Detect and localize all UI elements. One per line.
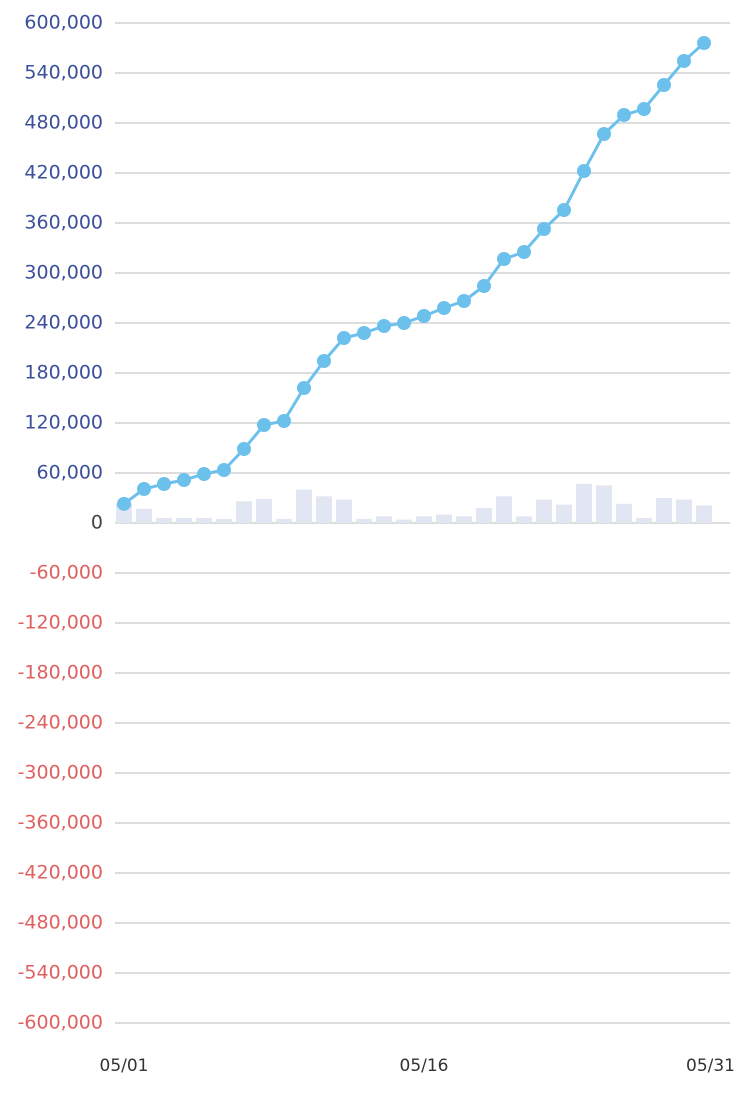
bar xyxy=(356,518,372,523)
bar xyxy=(556,504,572,523)
y-tick-label: -240,000 xyxy=(18,712,103,734)
y-tick-label: 0 xyxy=(91,512,103,534)
y-tick-label: -300,000 xyxy=(18,762,103,784)
point xyxy=(157,477,171,491)
bar xyxy=(416,516,432,523)
bar xyxy=(156,518,172,523)
point xyxy=(697,36,711,50)
point xyxy=(457,294,471,308)
bar xyxy=(576,483,592,523)
point xyxy=(537,222,551,236)
point xyxy=(497,252,511,266)
point xyxy=(137,482,151,496)
y-tick-label: 180,000 xyxy=(24,362,103,384)
bar xyxy=(236,501,252,523)
y-tick-label: -180,000 xyxy=(18,662,103,684)
y-tick-label: 120,000 xyxy=(24,412,103,434)
y-tick-label: 540,000 xyxy=(24,62,103,84)
point xyxy=(377,319,391,333)
bar xyxy=(536,499,552,523)
bar xyxy=(676,499,692,523)
y-tick-label: 360,000 xyxy=(24,212,103,234)
point xyxy=(277,414,291,428)
point xyxy=(117,496,131,511)
y-tick-label: -480,000 xyxy=(18,912,103,934)
y-tick-label: 60,000 xyxy=(37,462,103,484)
bar xyxy=(396,519,412,523)
y-tick-label: 420,000 xyxy=(24,162,103,184)
point xyxy=(197,467,211,481)
point xyxy=(177,473,191,487)
point xyxy=(397,316,411,330)
bar xyxy=(256,498,272,523)
bar xyxy=(496,496,512,523)
point xyxy=(237,442,251,456)
y-tick-label: -600,000 xyxy=(18,1012,103,1034)
bar xyxy=(636,518,652,523)
bar xyxy=(316,496,332,523)
x-tick-label: 05/31 xyxy=(686,1056,735,1076)
point xyxy=(317,354,331,368)
y-tick-label: -420,000 xyxy=(18,862,103,884)
y-tick-label: 480,000 xyxy=(24,112,103,134)
point xyxy=(517,245,531,259)
point xyxy=(557,203,571,217)
bar xyxy=(376,516,392,523)
bar xyxy=(696,505,712,523)
y-tick-label: 600,000 xyxy=(24,12,103,34)
y-tick-label: 300,000 xyxy=(24,262,103,284)
point xyxy=(257,418,271,432)
point xyxy=(297,381,311,395)
point xyxy=(417,309,431,323)
point xyxy=(617,108,631,122)
point xyxy=(337,331,351,345)
bar xyxy=(276,518,292,523)
bar xyxy=(476,508,492,523)
bar xyxy=(456,516,472,523)
bar xyxy=(336,499,352,523)
y-tick-label: -540,000 xyxy=(18,962,103,984)
y-tick-label: -60,000 xyxy=(30,562,103,584)
bar xyxy=(176,518,192,523)
point xyxy=(477,279,491,293)
y-tick-label: 240,000 xyxy=(24,312,103,334)
point xyxy=(357,326,371,340)
point xyxy=(657,78,671,92)
point xyxy=(217,463,231,477)
bar xyxy=(596,485,612,523)
y-tick-label: -120,000 xyxy=(18,612,103,634)
point xyxy=(637,102,651,116)
bar xyxy=(516,516,532,523)
point xyxy=(677,54,691,68)
bar xyxy=(216,518,232,523)
bar xyxy=(656,498,672,523)
bar xyxy=(296,489,312,523)
point xyxy=(437,301,451,315)
bar xyxy=(196,518,212,523)
bar xyxy=(136,508,152,523)
x-tick-label: 05/16 xyxy=(400,1056,449,1076)
x-tick-label: 05/01 xyxy=(100,1056,149,1076)
bar xyxy=(616,503,632,523)
y-tick-label: -360,000 xyxy=(18,812,103,834)
point xyxy=(577,164,591,178)
point xyxy=(597,127,611,141)
bar xyxy=(436,514,452,523)
